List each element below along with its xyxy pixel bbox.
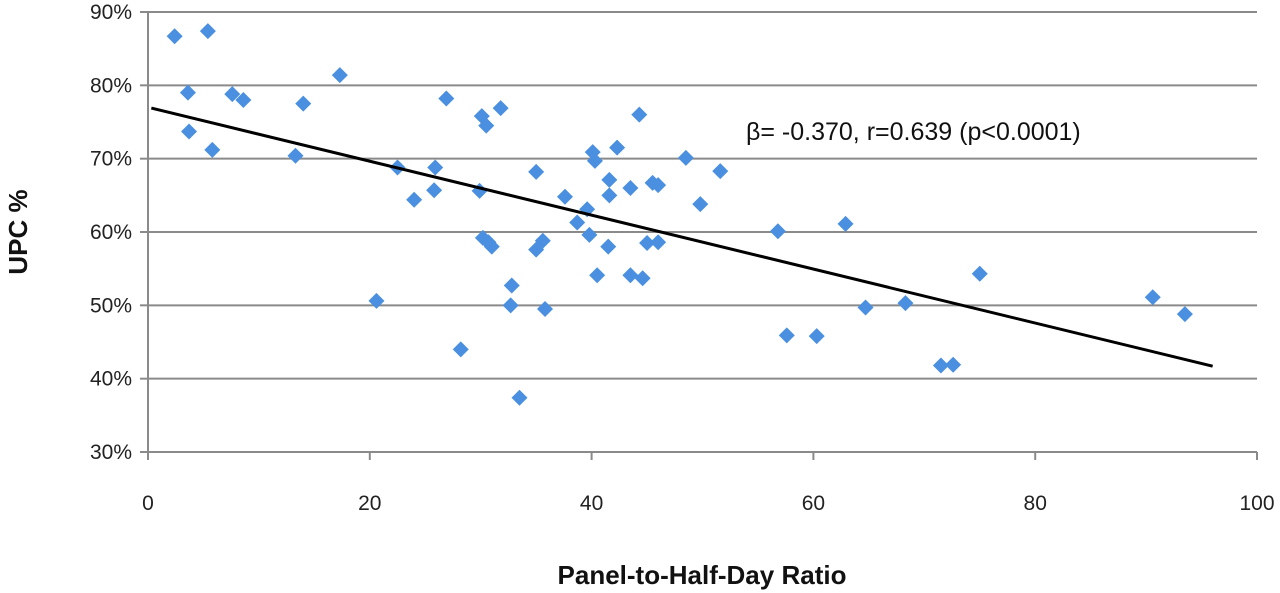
data-point: [581, 226, 598, 243]
data-point: [634, 270, 651, 287]
data-point: [837, 215, 854, 232]
data-point: [204, 141, 221, 158]
data-point: [452, 341, 469, 358]
x-tick-label: 40: [580, 492, 603, 515]
y-tick-label: 60%: [90, 221, 132, 244]
data-point: [600, 238, 617, 255]
data-point: [897, 295, 914, 312]
data-point: [622, 180, 639, 196]
data-point: [650, 234, 667, 251]
data-point: [971, 265, 988, 282]
x-tick-label: 20: [358, 492, 381, 515]
data-point: [483, 238, 500, 255]
data-point: [537, 301, 554, 317]
data-point: [1144, 289, 1161, 306]
y-tick-label: 30%: [90, 441, 132, 464]
data-point: [287, 147, 304, 164]
data-point: [534, 232, 551, 249]
y-tick-labels: 30% 40% 50% 60% 70% 80% 90%: [90, 1, 132, 464]
data-point: [601, 171, 618, 188]
y-tick-label: 90%: [90, 1, 132, 24]
y-tick-label: 50%: [90, 294, 132, 317]
data-point: [331, 67, 348, 84]
axes: [140, 11, 1258, 460]
data-point: [556, 188, 573, 205]
trendline: [150, 106, 1213, 368]
data-point: [677, 149, 694, 166]
data-point: [589, 267, 606, 284]
data-point: [639, 235, 656, 251]
x-axis-title: Panel-to-Half-Day Ratio: [558, 560, 847, 590]
data-point: [368, 292, 385, 309]
data-point: [502, 297, 519, 314]
data-point: [511, 389, 528, 406]
data-point: [179, 84, 196, 101]
data-point: [1176, 306, 1193, 323]
data-point: [622, 267, 639, 284]
x-tick-label: 60: [802, 492, 825, 515]
x-tick-label: 80: [1024, 492, 1047, 515]
data-point: [427, 159, 444, 176]
data-point: [932, 357, 949, 374]
data-point: [569, 214, 586, 231]
y-tick-label: 80%: [90, 74, 132, 97]
data-point: [712, 163, 729, 180]
x-tick-label: 0: [142, 492, 154, 515]
data-point: [769, 223, 786, 240]
grid-lines: [148, 11, 1257, 380]
data-point: [778, 327, 795, 344]
data-point: [857, 299, 874, 316]
data-point: [601, 187, 618, 204]
data-point: [181, 123, 198, 140]
y-axis-title: UPC %: [3, 189, 33, 274]
data-point: [586, 152, 603, 169]
data-point: [166, 28, 183, 45]
data-point: [426, 182, 443, 199]
data-point: [224, 86, 241, 103]
data-point: [199, 23, 216, 40]
data-point: [650, 177, 667, 194]
data-points: [166, 23, 1193, 406]
data-point: [945, 356, 962, 373]
data-point: [808, 328, 825, 345]
data-point: [438, 90, 455, 107]
y-tick-label: 70%: [90, 148, 132, 171]
data-point: [609, 139, 626, 156]
x-tick-labels: 0 20 40 60 80 100: [142, 492, 1274, 515]
data-point: [692, 196, 709, 213]
data-point: [631, 106, 648, 123]
data-point: [478, 117, 495, 134]
data-point: [295, 95, 312, 112]
y-tick-label: 40%: [90, 368, 132, 391]
x-tick-label: 100: [1239, 492, 1274, 515]
data-point: [492, 100, 509, 117]
regression-annotation: β= -0.370, r=0.639 (p<0.0001): [746, 118, 1081, 146]
data-point: [528, 163, 545, 180]
data-point: [235, 92, 252, 108]
data-point: [406, 191, 423, 208]
data-point: [503, 277, 520, 294]
